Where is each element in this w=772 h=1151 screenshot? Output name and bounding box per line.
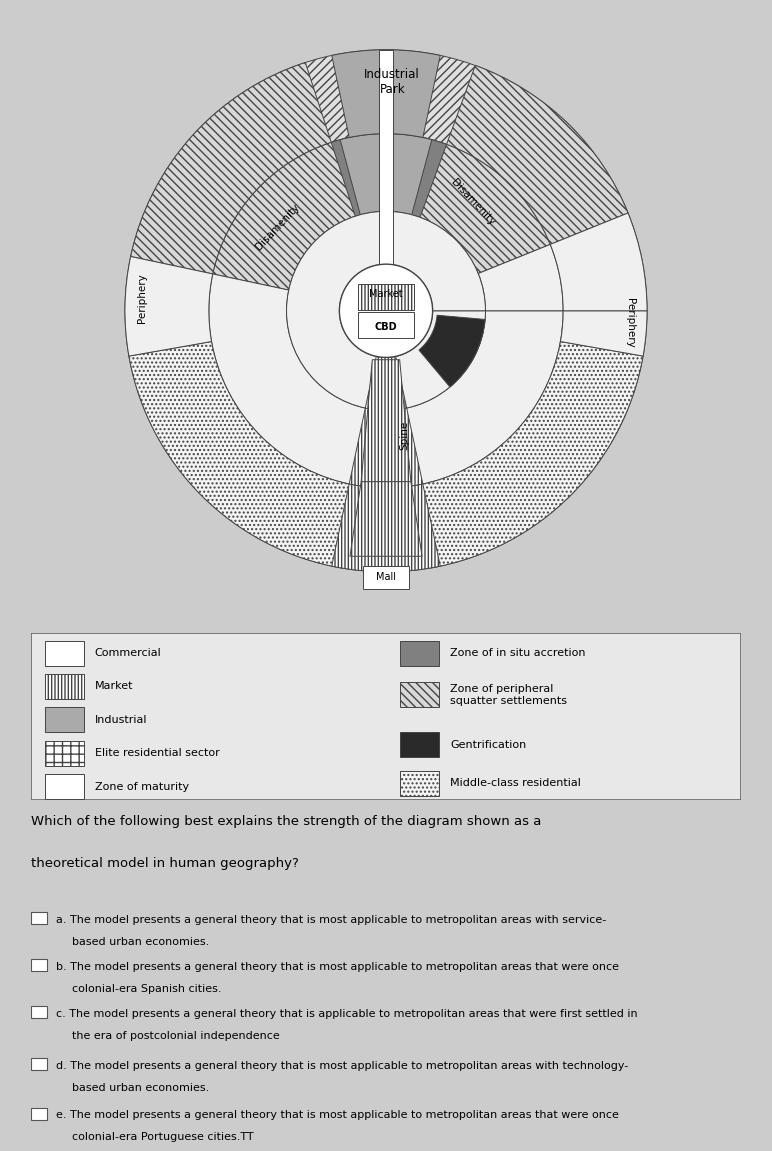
Bar [31, 1006, 46, 1019]
Text: Spine: Spine [400, 420, 410, 450]
Text: Periphery: Periphery [137, 274, 147, 323]
Bar [358, 284, 414, 310]
Polygon shape [350, 481, 422, 556]
Wedge shape [129, 342, 355, 567]
Text: Zone of in situ accretion: Zone of in situ accretion [450, 648, 585, 658]
Text: CBD: CBD [374, 322, 398, 333]
Bar [45, 775, 84, 799]
Wedge shape [386, 212, 486, 311]
Wedge shape [478, 244, 563, 311]
Wedge shape [446, 66, 628, 244]
Text: b. The model presents a general theory that is most applicable to metropolitan a: b. The model presents a general theory t… [56, 962, 619, 971]
Bar [400, 732, 439, 757]
Text: e. The model presents a general theory that is most applicable to metropolitan a: e. The model presents a general theory t… [56, 1111, 619, 1120]
Wedge shape [417, 342, 643, 567]
Text: Elite residential sector: Elite residential sector [95, 748, 219, 759]
Bar [400, 771, 439, 795]
Wedge shape [213, 143, 355, 290]
Wedge shape [130, 62, 331, 274]
Wedge shape [125, 49, 647, 572]
Wedge shape [386, 311, 486, 410]
Text: the era of postcolonial independence: the era of postcolonial independence [72, 1031, 279, 1041]
Bar [400, 641, 439, 665]
Text: Disamenity: Disamenity [253, 201, 301, 252]
Wedge shape [365, 357, 407, 410]
Circle shape [340, 265, 432, 357]
Wedge shape [286, 212, 386, 410]
Text: Industrial: Industrial [95, 715, 147, 725]
Polygon shape [361, 360, 411, 481]
Text: Market: Market [369, 289, 403, 299]
Wedge shape [349, 409, 423, 488]
Text: Periphery: Periphery [625, 298, 635, 348]
Wedge shape [419, 315, 485, 387]
Bar [31, 1108, 46, 1120]
Bar [45, 741, 84, 765]
Text: Zone of maturity: Zone of maturity [95, 782, 189, 792]
Wedge shape [332, 485, 440, 572]
Text: Gentrification: Gentrification [450, 740, 527, 749]
Wedge shape [560, 311, 647, 356]
Text: Commercial: Commercial [95, 648, 161, 658]
Bar [31, 913, 46, 924]
Text: Disamenity: Disamenity [449, 177, 497, 227]
Wedge shape [403, 311, 563, 486]
Text: a. The model presents a general theory that is most applicable to metropolitan a: a. The model presents a general theory t… [56, 915, 606, 924]
Bar [45, 674, 84, 699]
FancyBboxPatch shape [31, 633, 741, 800]
Bar [45, 641, 84, 665]
Text: colonial-era Spanish cities.: colonial-era Spanish cities. [72, 984, 222, 994]
Wedge shape [420, 144, 550, 274]
Text: c. The model presents a general theory that is applicable to metropolitan areas : c. The model presents a general theory t… [56, 1008, 638, 1019]
Text: Which of the following best explains the strength of the diagram shown as a: Which of the following best explains the… [31, 815, 541, 829]
Bar [45, 708, 84, 732]
Bar [31, 1059, 46, 1070]
Text: Zone of peripheral
squatter settlements: Zone of peripheral squatter settlements [450, 684, 567, 706]
Text: Industrial
Park: Industrial Park [364, 68, 420, 96]
Bar [358, 312, 414, 337]
Wedge shape [125, 257, 213, 356]
Wedge shape [550, 213, 647, 311]
Text: Middle-class residential: Middle-class residential [450, 778, 581, 788]
Text: Market: Market [95, 681, 134, 692]
Text: based urban economies.: based urban economies. [72, 1083, 209, 1093]
Bar [400, 683, 439, 708]
Text: based urban economies.: based urban economies. [72, 937, 209, 947]
Text: Mall: Mall [376, 572, 396, 582]
Wedge shape [209, 134, 563, 488]
Wedge shape [340, 134, 432, 215]
Polygon shape [378, 49, 394, 265]
Text: theoretical model in human geography?: theoretical model in human geography? [31, 856, 299, 870]
Text: d. The model presents a general theory that is most applicable to metropolitan a: d. The model presents a general theory t… [56, 1061, 628, 1070]
Wedge shape [209, 274, 369, 486]
Wedge shape [332, 49, 440, 137]
Bar [363, 565, 409, 589]
Bar [31, 960, 46, 971]
Text: colonial-era Portuguese cities.TT: colonial-era Portuguese cities.TT [72, 1133, 253, 1143]
